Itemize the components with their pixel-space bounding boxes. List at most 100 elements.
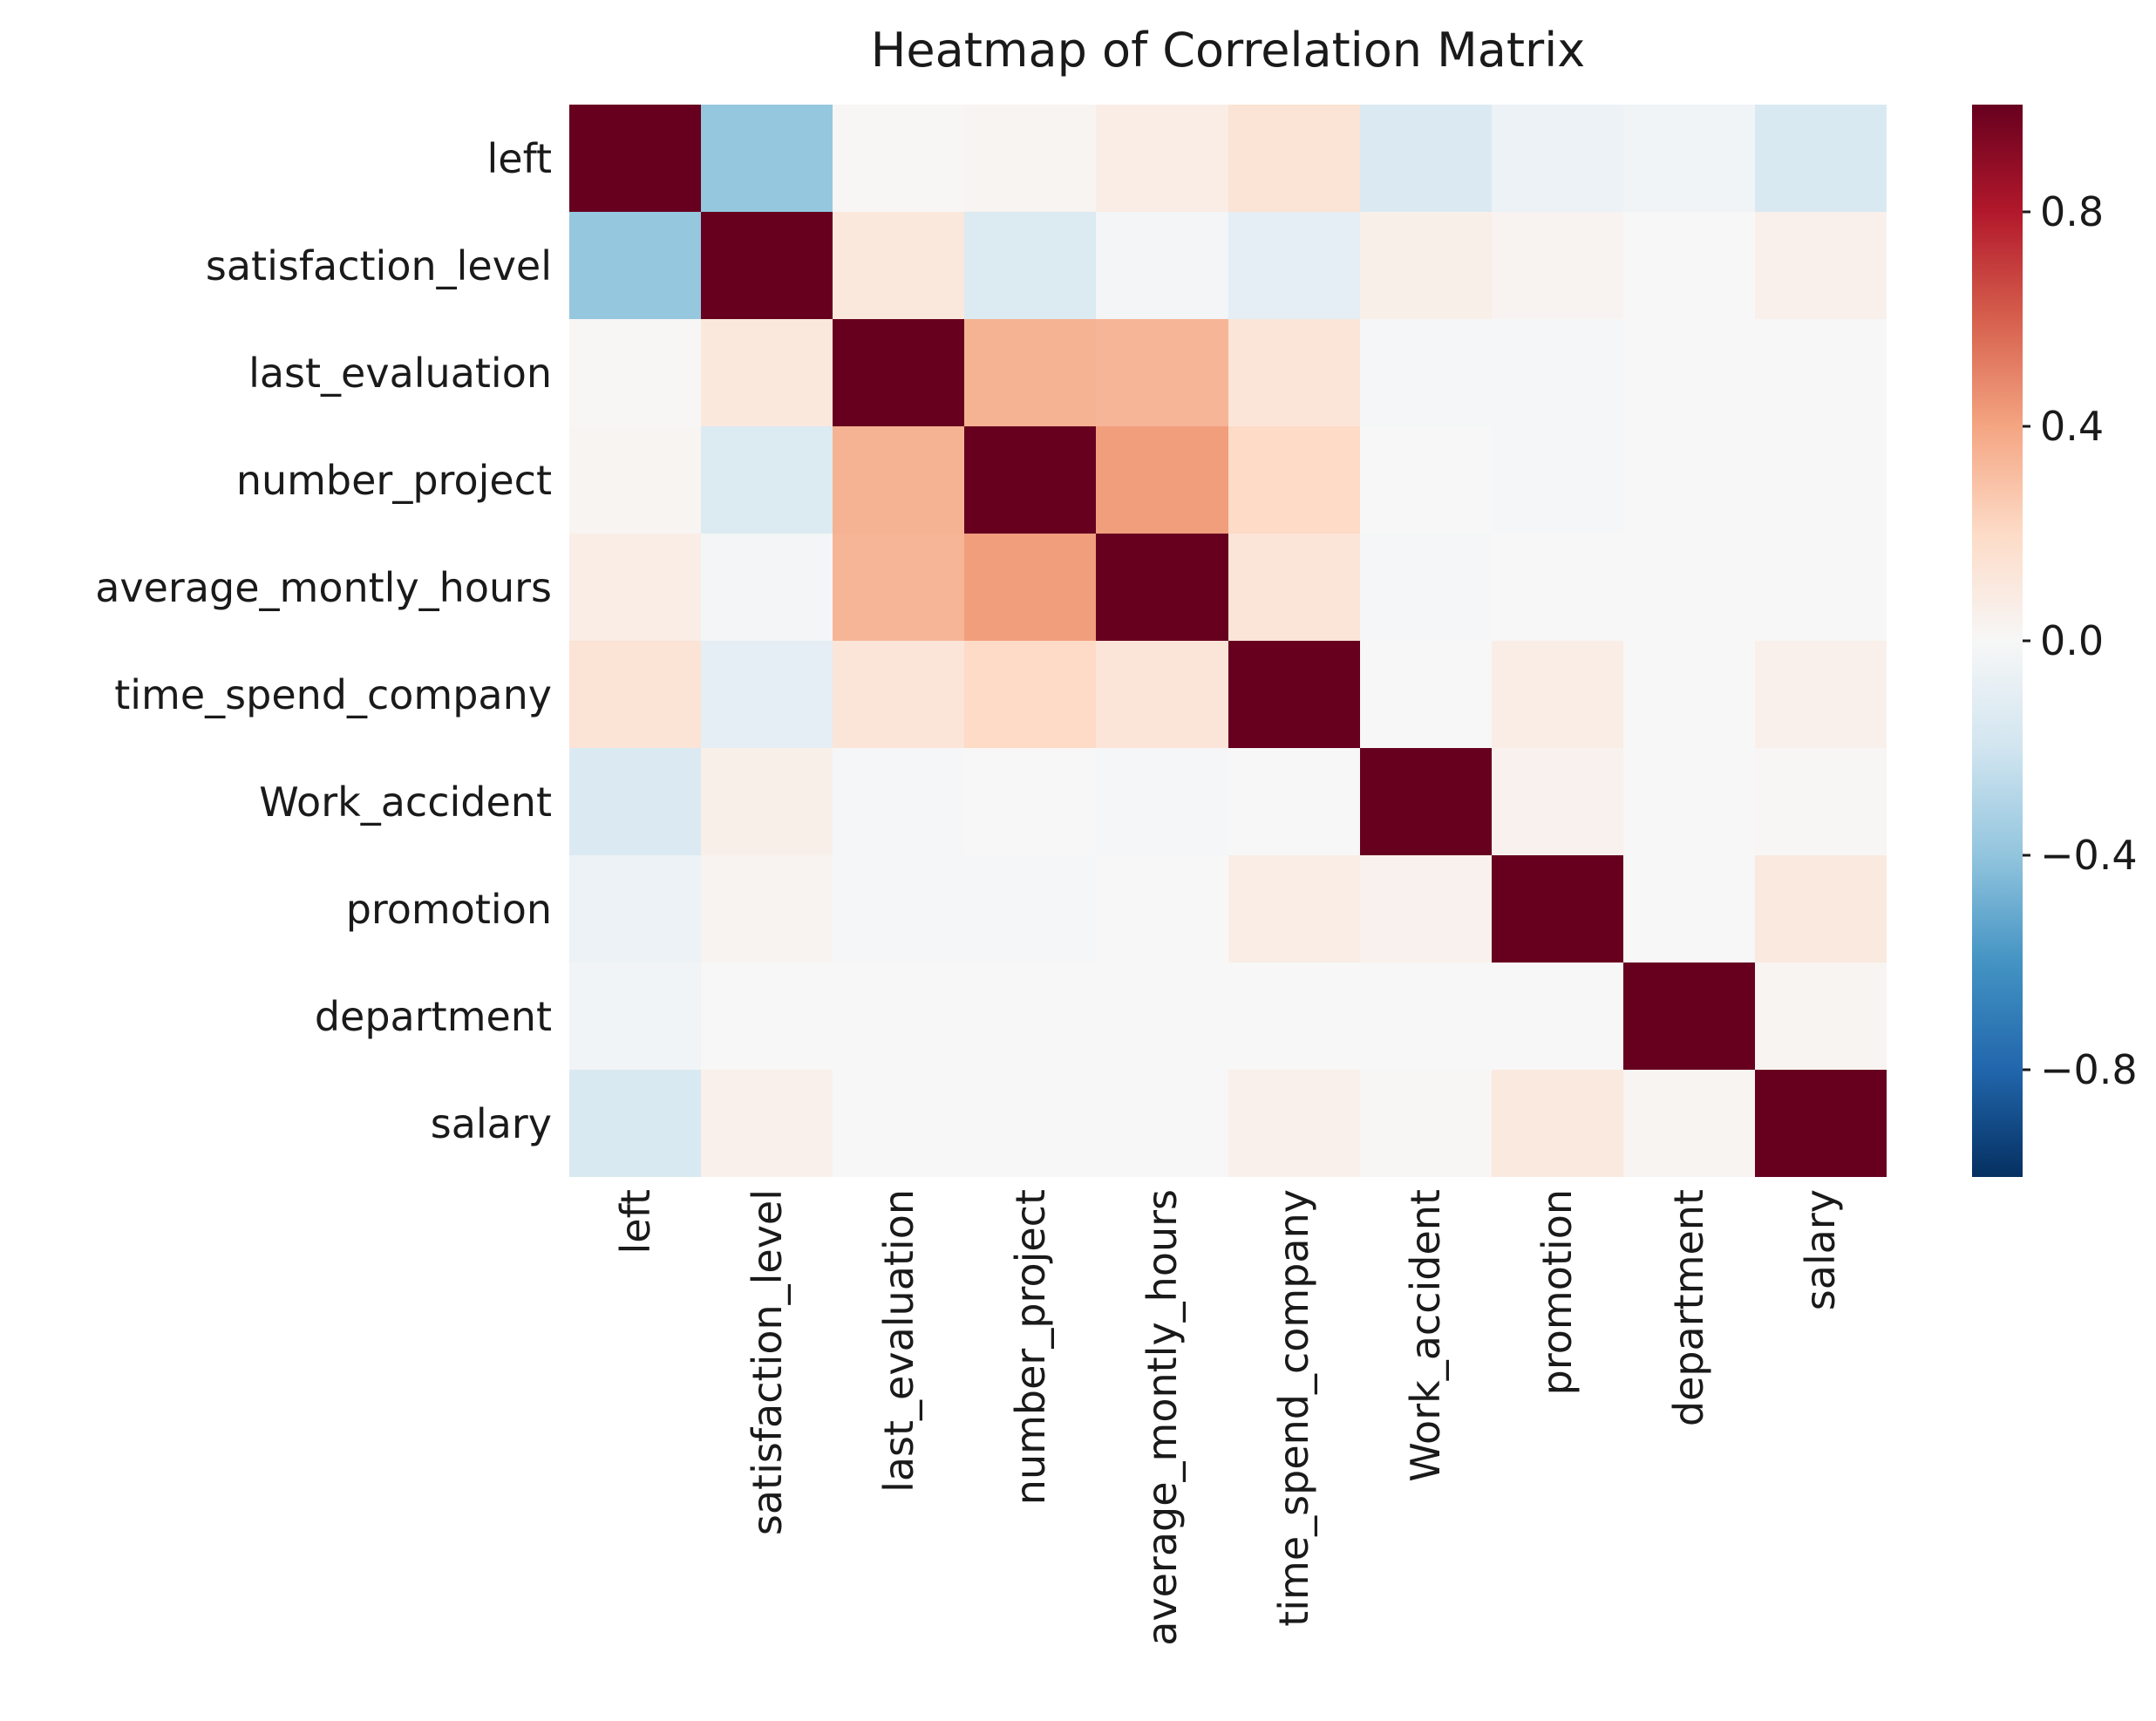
heatmap-cell (1622, 855, 1755, 963)
heatmap-cell (701, 855, 833, 963)
heatmap-cell (569, 963, 702, 1070)
heatmap-cell (964, 748, 1097, 855)
heatmap-cell (964, 855, 1097, 963)
colorbar-tick-mark (2023, 425, 2030, 428)
heatmap-cell (1754, 534, 1887, 641)
heatmap-cell (1096, 319, 1228, 426)
x-tick-label: average_montly_hours (1138, 1189, 1186, 1646)
heatmap-cell (1622, 1070, 1755, 1177)
heatmap-cell (833, 963, 965, 1070)
heatmap-cell (1359, 855, 1492, 963)
heatmap-cell (964, 319, 1097, 426)
heatmap-cell (1754, 426, 1887, 534)
heatmap-cell (1228, 426, 1360, 534)
heatmap-cell (569, 855, 702, 963)
heatmap-cell (1754, 105, 1887, 212)
heatmap-cell (701, 212, 833, 319)
y-tick-label: Work_accident (259, 778, 552, 826)
heatmap-cell (569, 319, 702, 426)
heatmap-cell (1754, 748, 1887, 855)
heatmap-cell (701, 534, 833, 641)
heatmap-cell (964, 641, 1097, 748)
heatmap-cell (1622, 534, 1755, 641)
heatmap-cell (1228, 105, 1360, 212)
heatmap-cell (1359, 212, 1492, 319)
heatmap-cell (1622, 319, 1755, 426)
y-tick-label: average_montly_hours (95, 563, 552, 611)
heatmap-cell (1754, 855, 1887, 963)
colorbar-tick-mark (2023, 1068, 2030, 1071)
heatmap-cell (1491, 748, 1623, 855)
heatmap-cell (1622, 212, 1755, 319)
heatmap-cell (1359, 534, 1492, 641)
heatmap-cell (569, 1070, 702, 1177)
heatmap-cell (701, 105, 833, 212)
heatmap-cell (569, 426, 702, 534)
heatmap-cell (1096, 212, 1228, 319)
chart-title: Heatmap of Correlation Matrix (870, 23, 1586, 78)
colorbar-tick-mark (2023, 210, 2030, 214)
heatmap-cell (833, 1070, 965, 1177)
y-tick-label: time_spend_company (114, 670, 552, 718)
heatmap-cell (1359, 748, 1492, 855)
heatmap-cell (1491, 426, 1623, 534)
y-tick-label: last_evaluation (248, 349, 552, 397)
heatmap-cell (1228, 212, 1360, 319)
heatmap-cell (1096, 1070, 1228, 1177)
heatmap-cell (1228, 748, 1360, 855)
heatmap-cell (833, 641, 965, 748)
heatmap-cell (833, 534, 965, 641)
x-tick-label: number_project (1006, 1189, 1054, 1506)
heatmap-cell (1359, 426, 1492, 534)
colorbar-tick-label: −0.8 (2040, 1046, 2138, 1093)
colorbar-tick-label: 0.0 (2040, 617, 2105, 664)
heatmap-cell (1228, 534, 1360, 641)
heatmap-cell (569, 641, 702, 748)
heatmap-cell (701, 319, 833, 426)
heatmap-cell (1359, 641, 1492, 748)
x-tick-label: left (611, 1189, 659, 1255)
heatmap-cell (1096, 105, 1228, 212)
heatmap-cell (1491, 105, 1623, 212)
heatmap-cell (1228, 641, 1360, 748)
y-tick-label: left (486, 134, 552, 182)
heatmap-cell (701, 963, 833, 1070)
colorbar-tick-label: −0.4 (2040, 832, 2138, 879)
colorbar-tick-mark (2023, 639, 2030, 643)
colorbar-gradient (1972, 105, 2023, 1177)
colorbar-tick-label: 0.8 (2040, 188, 2105, 235)
heatmap-cell (964, 426, 1097, 534)
heatmap-cell (1622, 105, 1755, 212)
heatmap-cell (701, 748, 833, 855)
heatmap-cell (1622, 963, 1755, 1070)
y-tick-label: promotion (345, 885, 552, 933)
heatmap-cell (1096, 641, 1228, 748)
x-tick-label: Work_accident (1402, 1189, 1450, 1482)
heatmap-cell (1491, 855, 1623, 963)
heatmap-cell (1359, 1070, 1492, 1177)
heatmap-cell (1096, 748, 1228, 855)
heatmap-cell (701, 426, 833, 534)
heatmap-cell (1754, 641, 1887, 748)
heatmap-cell (833, 855, 965, 963)
heatmap-cell (1096, 963, 1228, 1070)
heatmap-cell (1754, 963, 1887, 1070)
heatmap-cell (1491, 963, 1623, 1070)
x-tick-label: department (1665, 1189, 1713, 1427)
y-tick-label: number_project (235, 456, 552, 504)
heatmap-cell (964, 1070, 1097, 1177)
heatmap-cell (964, 963, 1097, 1070)
heatmap-cell (1622, 641, 1755, 748)
heatmap-cell (569, 212, 702, 319)
x-tick-label: satisfaction_level (743, 1189, 791, 1536)
heatmap-cell (1754, 1070, 1887, 1177)
heatmap-cell (833, 212, 965, 319)
heatmap-grid (569, 105, 1887, 1177)
heatmap-cell (569, 748, 702, 855)
heatmap-cell (1228, 963, 1360, 1070)
colorbar-tick-mark (2023, 854, 2030, 857)
heatmap-cell (1491, 534, 1623, 641)
heatmap-cell (1359, 105, 1492, 212)
heatmap-cell (701, 1070, 833, 1177)
